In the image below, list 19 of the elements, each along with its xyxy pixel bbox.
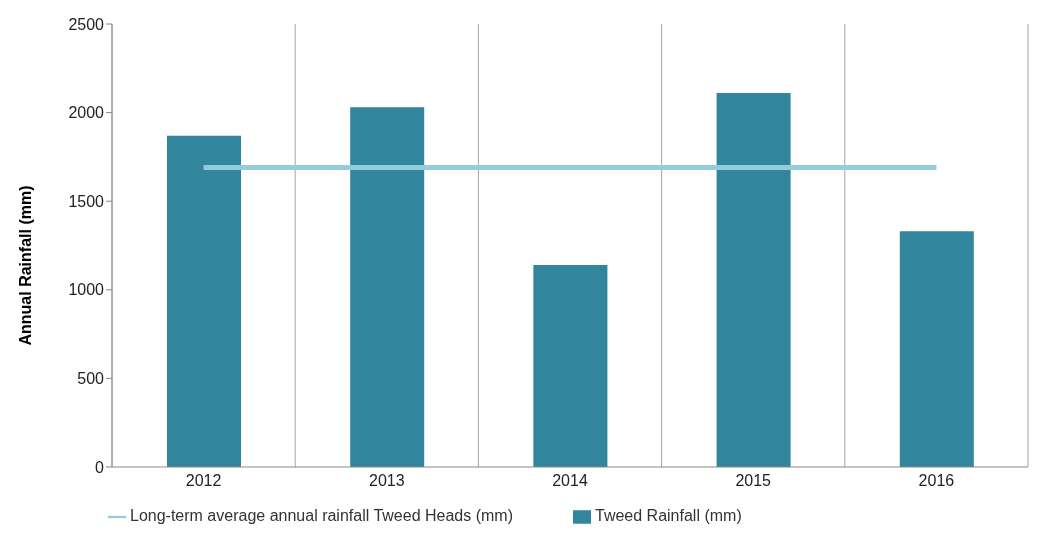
y-tick-label: 2000 (68, 104, 105, 122)
y-tick-label: 0 (95, 458, 105, 476)
y-tick-label: 500 (77, 370, 105, 388)
x-tick-label: 2016 (918, 472, 955, 490)
legend-label: Long-term average annual rainfall Tweed Heads (mm) (130, 507, 514, 524)
legend-label: Tweed Rainfall (mm) (595, 507, 742, 524)
x-tick-label: 2015 (735, 472, 772, 490)
bar (899, 231, 974, 467)
x-tick-label: 2013 (369, 472, 405, 490)
bar (167, 135, 241, 467)
y-axis-title: Annual Rainfall (mm) (16, 185, 34, 346)
y-tick-label: 1500 (68, 192, 105, 210)
y-tick-label: 2500 (68, 15, 105, 33)
bar (533, 264, 608, 467)
x-tick-label: 2014 (552, 472, 588, 490)
bar (350, 107, 425, 467)
y-tick-label: 1000 (68, 281, 105, 299)
bar (716, 93, 791, 467)
x-tick-label: 2012 (185, 472, 222, 490)
